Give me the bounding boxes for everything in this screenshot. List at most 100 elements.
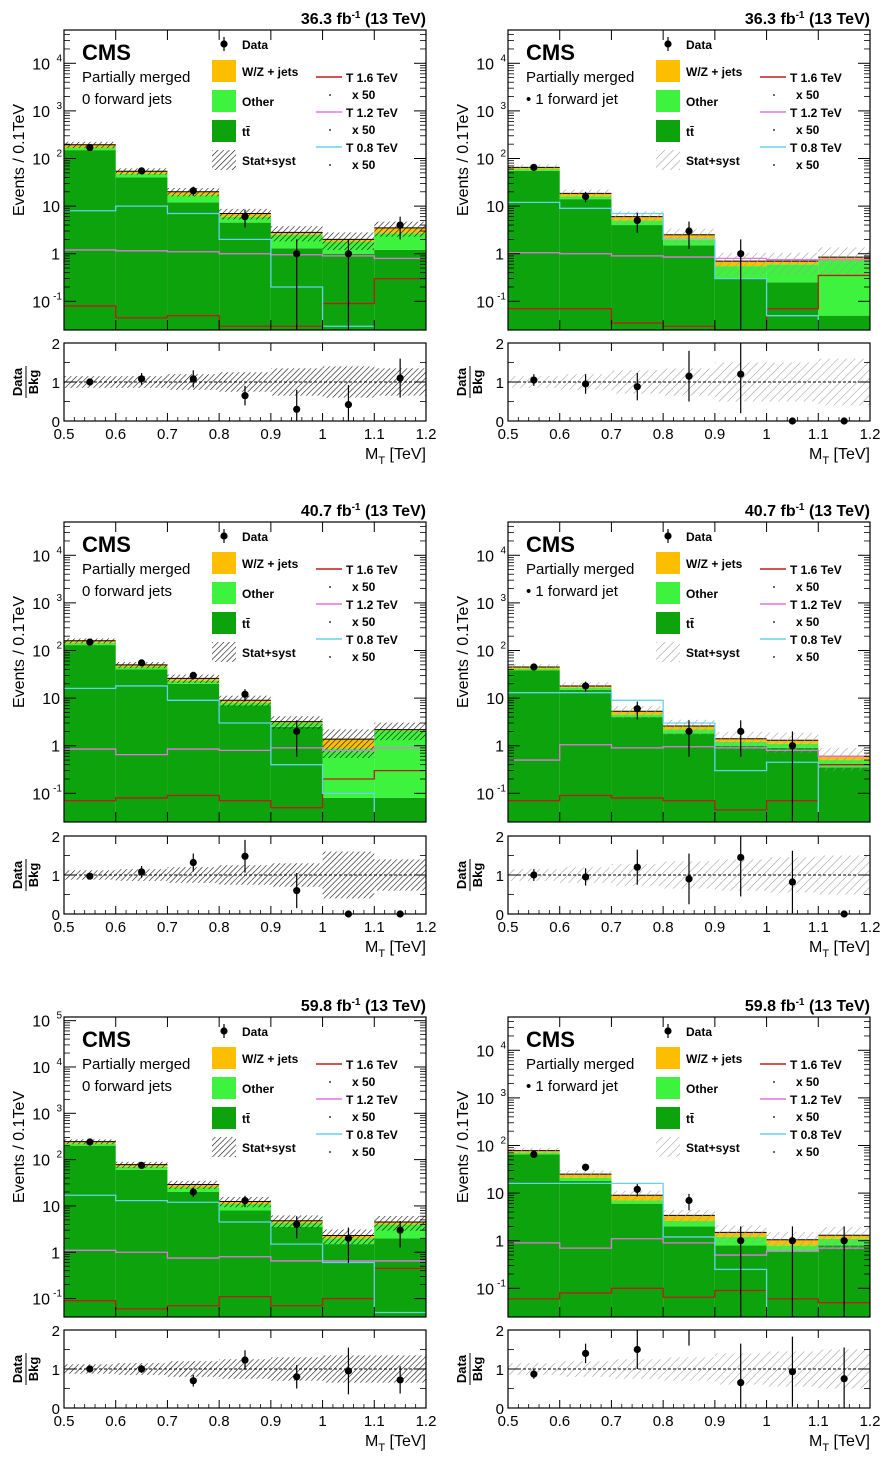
ratio-point	[86, 378, 94, 386]
legend-t08-label: T 0.8 TeV	[790, 1128, 842, 1142]
x-tick-label: 0.9	[704, 1413, 725, 1430]
x-tick-label: 1.1	[808, 426, 829, 443]
signal-t16-line	[64, 1267, 426, 1310]
unc-band	[818, 247, 870, 277]
other-bar	[611, 1200, 664, 1204]
data-point	[344, 250, 353, 258]
legend-data-label: Data	[242, 530, 268, 544]
legend-data-label: Data	[242, 1025, 268, 1039]
data-point	[241, 690, 249, 698]
ratio-y-tick-label: 2	[52, 336, 60, 353]
data-point	[530, 663, 538, 671]
y-tick-label: 10	[476, 644, 494, 661]
signal-t12-line	[64, 747, 426, 756]
data-point	[396, 1226, 404, 1234]
category-label: Partially merged	[526, 561, 634, 578]
ttbar-bar	[611, 1203, 664, 1317]
legend-ttbar-label: tt̄	[686, 617, 694, 631]
data-point	[396, 221, 404, 229]
ratio-num-label: Data	[454, 1354, 469, 1383]
ratio-point	[737, 370, 745, 378]
legend-x50-label: x 50	[796, 615, 820, 629]
legend-other-swatch	[656, 582, 680, 604]
legend-stat-swatch	[656, 642, 680, 662]
legend-other-label: Other	[686, 1082, 718, 1096]
data-point	[86, 1138, 94, 1146]
y-tick-label: 10	[42, 199, 60, 216]
data-point	[293, 250, 301, 258]
y-tick-exponent: 2	[56, 641, 62, 652]
y-axis-title: Events / 0.1TeV	[455, 1091, 472, 1203]
signal-t12-line	[508, 1238, 870, 1256]
legend-ttbar-swatch	[656, 612, 680, 634]
legend-stat-label: Stat+syst	[686, 154, 740, 168]
unc-band	[167, 1180, 220, 1190]
y-tick-label: 10	[32, 104, 50, 121]
signal-t08-line	[64, 205, 426, 331]
ttbar-bar	[115, 1169, 168, 1317]
y-tick-label: 1	[51, 739, 60, 756]
ttbar-bar	[167, 1191, 220, 1317]
ttbar-bar	[508, 1154, 560, 1317]
ttbar-bar	[374, 249, 426, 330]
ratio-point	[581, 1349, 590, 1357]
data-point	[581, 682, 590, 690]
data-point	[840, 1237, 848, 1245]
data-point	[788, 742, 797, 750]
legend-x50-marker	[329, 1151, 331, 1153]
data-point	[737, 250, 745, 258]
ratio-point	[293, 887, 301, 895]
y-tick-label: 10	[476, 1281, 494, 1298]
y-tick-label: 10	[32, 1106, 50, 1123]
ratio-point	[86, 872, 94, 880]
legend-x50-marker	[773, 94, 775, 96]
signal-t08-line	[64, 1194, 426, 1314]
legend-stat-label: Stat+syst	[242, 154, 296, 168]
legend-x50-label: x 50	[796, 158, 820, 172]
ttbar-bar	[766, 282, 819, 330]
y-tick-label: 10	[476, 56, 494, 73]
legend-other-label: Other	[686, 587, 718, 601]
x-tick-label: 0.5	[54, 1413, 75, 1430]
ratio-point	[633, 863, 641, 871]
x-tick-label: 1	[318, 919, 326, 936]
legend-data-marker	[664, 1027, 672, 1035]
unc-band	[270, 226, 323, 242]
legend-t16-label: T 1.6 TeV	[346, 563, 398, 577]
ttbar-bar	[322, 797, 375, 822]
y-tick-label: 1	[495, 739, 504, 756]
ratio-point	[293, 405, 301, 413]
ratio-den-label: Bkg	[470, 1357, 485, 1382]
y-axis-title: Events / 0.1TeV	[11, 104, 28, 216]
cms-label: CMS	[526, 40, 575, 65]
data-point	[189, 671, 197, 679]
y-tick-exponent: -1	[53, 291, 62, 302]
legend-data-label: Data	[686, 38, 712, 52]
y-tick-exponent: -1	[497, 783, 506, 794]
ratio-y-tick-label: 2	[496, 829, 504, 846]
ttbar-bar	[167, 202, 220, 330]
main-frame	[507, 1016, 871, 1318]
y-tick-exponent: 4	[500, 53, 506, 64]
ratio-unc-band	[167, 1361, 220, 1377]
x-tick-label: 0.9	[260, 919, 281, 936]
legend-stat-swatch	[212, 1137, 236, 1157]
legend-x50-label: x 50	[796, 1075, 820, 1089]
x-tick-label: 0.6	[549, 426, 570, 443]
data-point	[633, 216, 641, 225]
lumi-label: 59.8 fb-1 (13 TeV)	[301, 997, 426, 1015]
y-tick-exponent: 3	[56, 101, 62, 112]
ratio-point	[530, 871, 538, 879]
lumi-label: 36.3 fb-1 (13 TeV)	[301, 10, 426, 28]
y-axis-title: Events / 0.1TeV	[11, 596, 28, 708]
ratio-num-label: Data	[10, 860, 25, 889]
ratio-point	[685, 372, 693, 380]
ratio-den-label: Bkg	[26, 370, 41, 395]
y-tick-exponent: 2	[56, 1150, 62, 1161]
unc-band	[374, 722, 426, 741]
legend-ttbar-label: tt̄	[686, 125, 694, 139]
ratio-point	[189, 375, 197, 383]
signal-t12-line	[64, 1249, 426, 1262]
legend-wz-swatch	[656, 1047, 680, 1069]
ttbar-bar	[714, 745, 767, 822]
